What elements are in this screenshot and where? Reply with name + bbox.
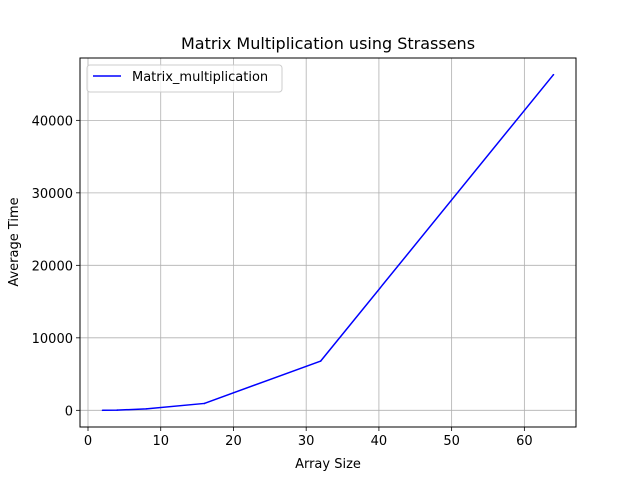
x-tick-label: 60 bbox=[516, 434, 533, 449]
x-tick-label: 10 bbox=[152, 434, 169, 449]
x-tick-label: 50 bbox=[443, 434, 460, 449]
data-point bbox=[552, 73, 555, 76]
y-tick-label: 10000 bbox=[32, 332, 73, 347]
y-tick-label: 20000 bbox=[32, 259, 73, 274]
y-axis-ticks: 0 10000 20000 30000 40000 bbox=[32, 114, 80, 419]
legend: Matrix_multiplication bbox=[86, 64, 283, 93]
data-point bbox=[116, 409, 118, 411]
x-axis-label: Array Size bbox=[295, 457, 361, 472]
y-tick-label: 40000 bbox=[32, 114, 73, 129]
x-tick-label: 0 bbox=[84, 434, 92, 449]
series-layer bbox=[101, 73, 555, 412]
data-point bbox=[101, 409, 104, 412]
x-axis-ticks: 0 10 20 30 40 50 60 bbox=[84, 427, 533, 449]
plot-frame bbox=[79, 57, 577, 428]
x-tick-label: 20 bbox=[225, 434, 242, 449]
series-line-matrix-multiplication bbox=[102, 74, 555, 412]
y-tick-label: 0 bbox=[65, 404, 73, 419]
legend-label-matrix-multiplication: Matrix_multiplication bbox=[132, 70, 268, 85]
x-tick-label: 30 bbox=[298, 434, 315, 449]
grid bbox=[80, 58, 576, 427]
chart-title: Matrix Multiplication using Strassens bbox=[181, 34, 475, 53]
data-point bbox=[203, 402, 206, 405]
x-tick-label: 40 bbox=[371, 434, 388, 449]
data-point bbox=[145, 408, 147, 410]
legend-box bbox=[86, 64, 283, 93]
y-tick-label: 30000 bbox=[32, 187, 73, 202]
y-axis-label: Average Time bbox=[7, 197, 22, 286]
data-point bbox=[319, 360, 322, 362]
